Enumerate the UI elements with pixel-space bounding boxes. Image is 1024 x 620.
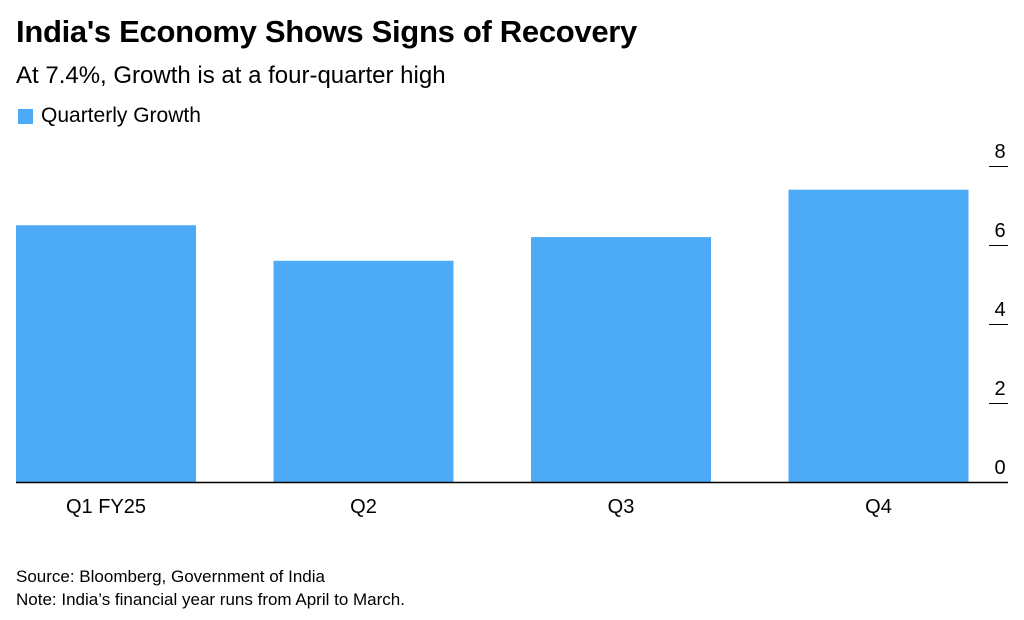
x-tick-label-0: Q1 FY25: [66, 496, 146, 518]
legend: Quarterly Growth: [18, 104, 201, 128]
y-tick-label-4: 8: [994, 141, 1005, 163]
source-text: Source: Bloomberg, Government of India: [16, 567, 325, 586]
bar-2: [531, 237, 711, 482]
y-tick-label-3: 6: [994, 220, 1005, 242]
bar-0: [16, 225, 196, 482]
x-tick-label-3: Q4: [865, 496, 892, 518]
legend-swatch: [18, 108, 33, 124]
bar-1: [273, 260, 454, 482]
x-tick-label-1: Q2: [350, 496, 377, 518]
y-tick-label-0: 0: [994, 457, 1005, 479]
source-note: Source: Bloomberg, Government of India N…: [16, 565, 405, 611]
chart-title: India's Economy Shows Signs of Recovery: [16, 14, 638, 49]
note-text: Note: India’s financial year runs from A…: [16, 590, 405, 609]
x-tick-label-2: Q3: [608, 496, 635, 518]
y-tick-label-2: 4: [994, 299, 1005, 321]
legend-label: Quarterly Growth: [41, 104, 201, 127]
bar-3: [788, 189, 969, 482]
chart-subtitle: At 7.4%, Growth is at a four-quarter hig…: [16, 62, 446, 89]
y-tick-label-1: 2: [994, 378, 1005, 400]
